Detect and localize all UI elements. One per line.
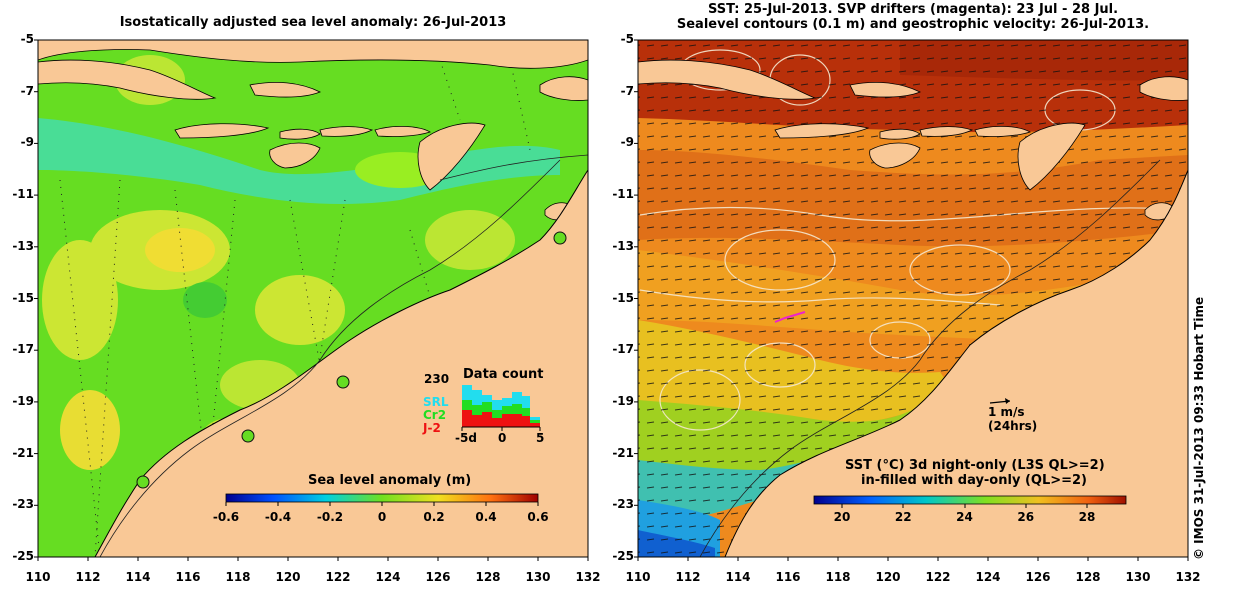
lon-tick-left: 116 xyxy=(175,570,201,584)
data-count-tick-5: 5 xyxy=(536,431,545,445)
sst-title-line2: Sealevel contours (0.1 m) and geostrophi… xyxy=(676,17,1150,32)
lon-tick-right: 122 xyxy=(925,570,951,584)
lat-tick-left: -7 xyxy=(20,83,34,98)
sla-title: Isostatically adjusted sea level anomaly… xyxy=(119,15,507,30)
lon-tick-right: 110 xyxy=(625,570,651,584)
sla-colorbar xyxy=(225,493,539,503)
sst-colorbar-tick: 26 xyxy=(1017,510,1035,524)
lon-tick-left: 126 xyxy=(425,570,451,584)
data-count-title: Data count xyxy=(463,367,544,382)
sst-map xyxy=(638,40,1188,557)
sst-colorbar-tick: 22 xyxy=(894,510,912,524)
lon-tick-left: 132 xyxy=(575,570,601,584)
sst-colorbar-tick: 20 xyxy=(833,510,851,524)
sst-colorbar-label-line1: SST (°C) 3d night-only (L3S QL>=2) xyxy=(845,458,1105,473)
lon-tick-left: 122 xyxy=(325,570,351,584)
lat-tick-right: -17 xyxy=(612,342,634,357)
lon-tick-right: 116 xyxy=(775,570,801,584)
data-count-tick-minus5: -5d xyxy=(455,431,477,445)
lat-tick-right: -15 xyxy=(612,290,634,305)
lat-tick-left: -5 xyxy=(20,32,34,46)
lon-tick-right: 112 xyxy=(675,570,701,584)
sst-colorbar-label-line2: in-filled with day-only (QL>=2) xyxy=(861,473,1088,488)
lon-tick-right: 114 xyxy=(725,570,751,584)
sst-title-line1: SST: 25-Jul-2013. SVP drifters (magenta)… xyxy=(707,2,1119,17)
lat-tick-left: -13 xyxy=(12,238,34,253)
lon-tick-left: 128 xyxy=(475,570,501,584)
lon-tick-right: 118 xyxy=(825,570,851,584)
lon-tick-left: 130 xyxy=(525,570,551,584)
lon-tick-right: 130 xyxy=(1125,570,1151,584)
lat-tick-left: -21 xyxy=(12,445,34,460)
lon-tick-right: 132 xyxy=(1175,570,1201,584)
lon-tick-left: 124 xyxy=(375,570,401,584)
sla-map xyxy=(38,40,588,557)
lat-tick-right: -5 xyxy=(620,32,634,46)
lat-tick-right: -23 xyxy=(612,497,634,512)
legend-cr2: Cr2 xyxy=(423,408,447,422)
sla-colorbar-tick: 0.2 xyxy=(423,510,445,524)
lon-tick-left: 118 xyxy=(225,570,251,584)
scale-arrow-sublabel: (24hrs) xyxy=(988,419,1038,433)
lat-tick-left: -9 xyxy=(20,135,34,150)
lat-tick-left: -11 xyxy=(12,187,34,202)
lat-tick-left: -25 xyxy=(12,549,34,563)
scale-arrow-label: 1 m/s xyxy=(988,405,1025,419)
sla-colorbar-tick: 0 xyxy=(377,510,387,524)
sla-colorbar-tick: -0.6 xyxy=(212,510,240,524)
data-count-max: 230 xyxy=(424,372,450,386)
lon-tick-right: 124 xyxy=(975,570,1001,584)
lat-tick-right: -25 xyxy=(612,549,634,563)
sla-colorbar-tick: 0.4 xyxy=(475,510,497,524)
sst-colorbar xyxy=(813,495,1127,505)
lat-tick-left: -23 xyxy=(12,497,34,512)
sst-colorbar-tick: 28 xyxy=(1078,510,1096,524)
velocity-scale-arrow xyxy=(989,398,1011,404)
lon-tick-right: 128 xyxy=(1075,570,1101,584)
data-count-inset xyxy=(461,385,541,431)
imos-credit: © IMOS 31-Jul-2013 09:33 Hobart Time xyxy=(1192,296,1206,560)
lat-tick-left: -15 xyxy=(12,290,34,305)
lat-tick-right: -21 xyxy=(612,445,634,460)
lon-tick-left: 110 xyxy=(25,570,51,584)
lat-tick-right: -19 xyxy=(612,393,634,408)
sla-colorbar-label: Sea level anomaly (m) xyxy=(308,473,472,488)
legend-srl: SRL xyxy=(423,395,449,409)
data-count-tick-0: 0 xyxy=(498,431,507,445)
lat-tick-right: -9 xyxy=(620,135,634,150)
sla-colorbar-tick: -0.2 xyxy=(316,510,344,524)
sst-colorbar-tick: 24 xyxy=(956,510,973,524)
australia-land-sst xyxy=(724,169,1188,557)
lon-tick-left: 112 xyxy=(75,570,101,584)
lat-tick-left: -17 xyxy=(12,342,34,357)
lon-tick-right: 120 xyxy=(875,570,901,584)
lon-tick-left: 114 xyxy=(125,570,151,584)
lon-tick-left: 120 xyxy=(275,570,301,584)
lon-tick-right: 126 xyxy=(1025,570,1051,584)
sla-colorbar-tick: -0.4 xyxy=(264,510,292,524)
lat-tick-right: -7 xyxy=(620,83,634,98)
lat-tick-left: -19 xyxy=(12,393,34,408)
sla-colorbar-tick: 0.6 xyxy=(527,510,549,524)
lat-tick-right: -13 xyxy=(612,238,634,253)
lat-tick-right: -11 xyxy=(612,187,634,202)
legend-j2: J-2 xyxy=(423,421,441,435)
